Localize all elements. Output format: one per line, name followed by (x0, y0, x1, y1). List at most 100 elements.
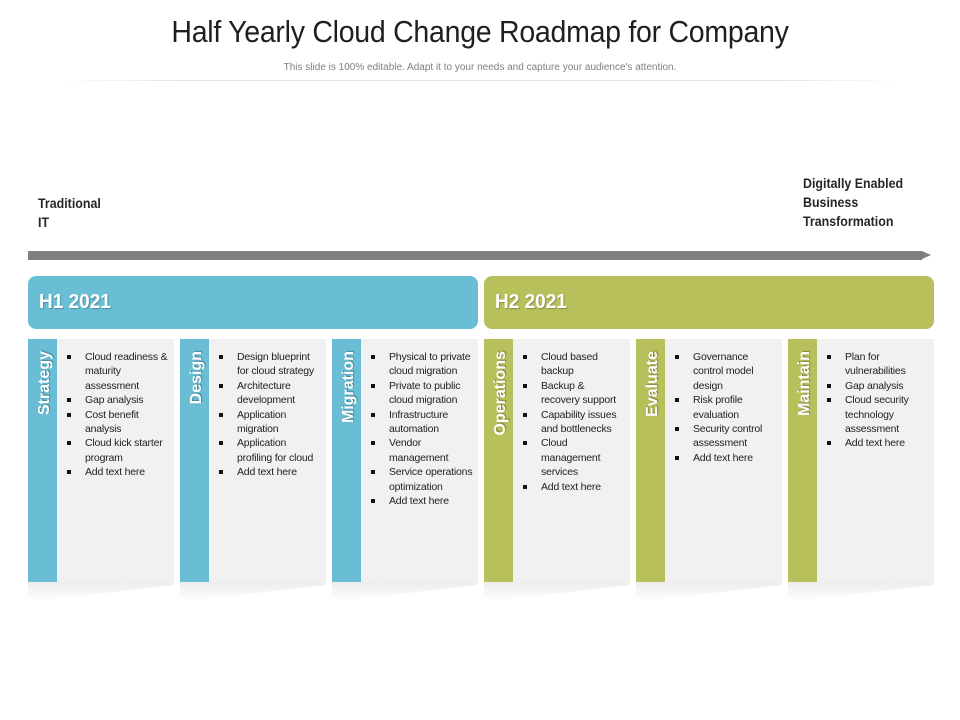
card-shadow (636, 582, 782, 602)
bullet-text: Vendor management (389, 437, 449, 464)
bullet-text: Gap analysis (845, 379, 904, 392)
bullet-text: Cost benefit analysis (85, 408, 139, 436)
bullet-text: Add text here (389, 495, 449, 508)
phase-tab: Migration (332, 339, 361, 582)
bullet-item: Gap analysis (67, 393, 169, 407)
timeline-end-label: Digitally Enabled Business Transformatio… (803, 176, 904, 229)
half-banner-h1: H1 2021 (28, 276, 478, 329)
bullet-square-icon (675, 398, 679, 403)
bullet-square-icon (67, 470, 71, 475)
bullet-square-icon (523, 412, 527, 417)
bullet-text: Cloud management services (541, 437, 601, 479)
bullet-square-icon (827, 383, 831, 388)
bullet-item: Cost benefit analysis (67, 408, 169, 437)
phase-card-evaluate: Evaluate Governance control model design… (636, 339, 782, 582)
phase-bullet-list: Physical to private cloud migration Priva… (371, 350, 473, 508)
phase-card-maintain: Maintain Plan for vulnerabilities Gap ana… (788, 339, 934, 582)
phase-card-design: Design Design blueprint for cloud strate… (180, 339, 326, 582)
phase-bullet-list: Design blueprint for cloud strategy Archi… (219, 350, 321, 480)
bullet-item: Add text here (675, 451, 777, 465)
bullet-square-icon (523, 441, 527, 446)
bullet-item: Service operations optimization (371, 465, 473, 494)
phase-tab: Operations (484, 339, 513, 582)
bullet-item: Add text here (219, 465, 321, 479)
bullet-item: Plan for vulnerabilities (827, 350, 929, 379)
half-banner-label: H1 2021 (39, 291, 111, 313)
bullet-square-icon (67, 398, 71, 403)
bullet-square-icon (371, 499, 375, 504)
bullet-square-icon (371, 441, 375, 446)
bullet-item: Cloud kick starter program (67, 436, 169, 465)
timeline-start-label: Traditional IT (38, 196, 101, 230)
title-divider (60, 80, 900, 81)
bullet-item: Cloud readiness & maturity assessment (67, 350, 169, 393)
timeline-arrow (28, 251, 922, 260)
bullet-text: Cloud security technology assessment (845, 394, 909, 436)
phase-tab: Design (180, 339, 209, 582)
phase-card-migration: Migration Physical to private cloud migr… (332, 339, 478, 582)
bullet-item: Gap analysis (827, 379, 929, 393)
bullet-text: Private to public cloud migration (389, 379, 461, 407)
card-shadow (788, 582, 934, 602)
card-shadow (180, 582, 326, 602)
bullet-item: Architecture development (219, 379, 321, 408)
bullet-square-icon (371, 383, 375, 388)
bullet-square-icon (827, 441, 831, 446)
bullet-text: Governance control model design (693, 351, 754, 392)
bullet-square-icon (219, 470, 223, 475)
bullet-item: Private to public cloud migration (371, 379, 473, 408)
bullet-item: Cloud management services (523, 436, 625, 479)
bullet-text: Backup & recovery support (541, 379, 617, 407)
bullet-square-icon (371, 412, 375, 417)
timeline-arrow-head (922, 251, 931, 259)
bullet-text: Cloud readiness & maturity assessment (85, 351, 168, 392)
phase-bullet-list: Governance control model design Risk prof… (675, 350, 777, 465)
bullet-square-icon (67, 355, 71, 359)
half-banner-h2: H2 2021 (484, 276, 934, 329)
bullet-text: Service operations optimization (389, 466, 473, 493)
card-shadow (28, 582, 174, 602)
bullet-text: Application migration (237, 408, 287, 436)
bullet-square-icon (67, 412, 71, 417)
phase-bullet-list: Cloud based backup Backup & recovery supp… (523, 350, 625, 494)
bullet-square-icon (219, 355, 223, 359)
half-banner-label: H2 2021 (495, 291, 567, 313)
bullet-text: Infrastructure automation (389, 408, 449, 436)
bullet-text: Risk profile evaluation (693, 394, 743, 421)
bullet-text: Cloud kick starter program (85, 437, 163, 464)
bullet-text: Plan for vulnerabilities (845, 351, 906, 378)
bullet-item: Application migration (219, 408, 321, 437)
bullet-text: Add text here (85, 466, 145, 479)
bullet-square-icon (523, 484, 527, 489)
bullet-square-icon (523, 383, 527, 388)
bullet-square-icon (219, 441, 223, 446)
bullet-item: Cloud based backup (523, 350, 625, 379)
phase-name: Operations (492, 351, 509, 436)
bullet-square-icon (827, 398, 831, 403)
bullet-text: Design blueprint for cloud strategy (237, 351, 314, 378)
page-subtitle: This slide is 100% editable. Adapt it to… (283, 62, 677, 73)
card-shadow (332, 582, 478, 602)
bullet-item: Cloud security technology assessment (827, 393, 929, 436)
bullet-item: Security control assessment (675, 422, 777, 451)
bullet-item: Physical to private cloud migration (371, 350, 473, 379)
bullet-text: Application profiling for cloud (237, 437, 314, 464)
phase-bullet-list: Cloud readiness & maturity assessment Gap… (67, 350, 169, 480)
phase-name: Maintain (796, 351, 813, 416)
bullet-item: Application profiling for cloud (219, 436, 321, 465)
bullet-square-icon (523, 355, 527, 359)
bullet-square-icon (371, 355, 375, 359)
bullet-square-icon (219, 412, 223, 417)
bullet-text: Physical to private cloud migration (389, 351, 471, 378)
bullet-text: Add text here (693, 451, 753, 464)
phase-card-operations: Operations Cloud based backup Backup & re… (484, 339, 630, 582)
phase-tab: Maintain (788, 339, 817, 582)
bullet-item: Infrastructure automation (371, 408, 473, 437)
bullet-item: Add text here (67, 465, 169, 479)
bullet-item: Design blueprint for cloud strategy (219, 350, 321, 379)
bullet-item: Backup & recovery support (523, 379, 625, 408)
bullet-square-icon (219, 383, 223, 388)
bullet-text: Add text here (845, 437, 905, 450)
phase-name: Design (188, 351, 205, 405)
bullet-item: Add text here (371, 494, 473, 508)
